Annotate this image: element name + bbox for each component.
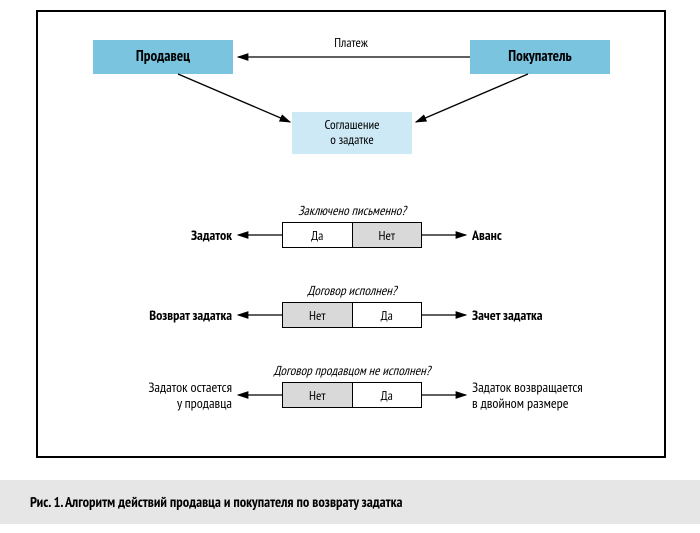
outcome-right-2: Задаток возвращаетсяв двойном размере: [472, 379, 642, 411]
question-0: Заключено письменно?: [252, 202, 452, 219]
decision-0: ДаНет: [282, 222, 422, 248]
decision-0-right: Нет: [353, 223, 422, 247]
node-buyer: Покупатель: [470, 40, 610, 74]
outcome-left-1: Возврат задатка: [82, 307, 232, 323]
decision-0-left: Да: [283, 223, 353, 247]
caption-text: Рис. 1. Алгоритм действий продавца и пок…: [30, 493, 403, 512]
outcome-right-0: Аванс: [472, 227, 642, 243]
label-payment: Платеж: [306, 34, 396, 51]
question-1: Договор исполнен?: [252, 282, 452, 299]
diagram-canvas: Продавец Покупатель Платеж Соглашение о …: [36, 10, 666, 458]
decision-2: НетДа: [282, 382, 422, 408]
decision-1-left: Нет: [283, 303, 353, 327]
outcome-right-1: Зачет задатка: [472, 307, 642, 323]
decision-1-right: Да: [353, 303, 422, 327]
decision-1: НетДа: [282, 302, 422, 328]
node-seller: Продавец: [93, 40, 233, 74]
decision-2-left: Нет: [283, 383, 353, 407]
question-2: Договор продавцом не исполнен?: [252, 362, 452, 379]
decision-2-right: Да: [353, 383, 422, 407]
outcome-left-0: Задаток: [82, 227, 232, 243]
agreement-line2: о задатке: [330, 131, 374, 148]
node-agreement: Соглашение о задатке: [292, 112, 412, 154]
figure-caption: Рис. 1. Алгоритм действий продавца и пок…: [0, 480, 700, 524]
outcome-left-2: Задаток остаетсяу продавца: [82, 379, 232, 411]
